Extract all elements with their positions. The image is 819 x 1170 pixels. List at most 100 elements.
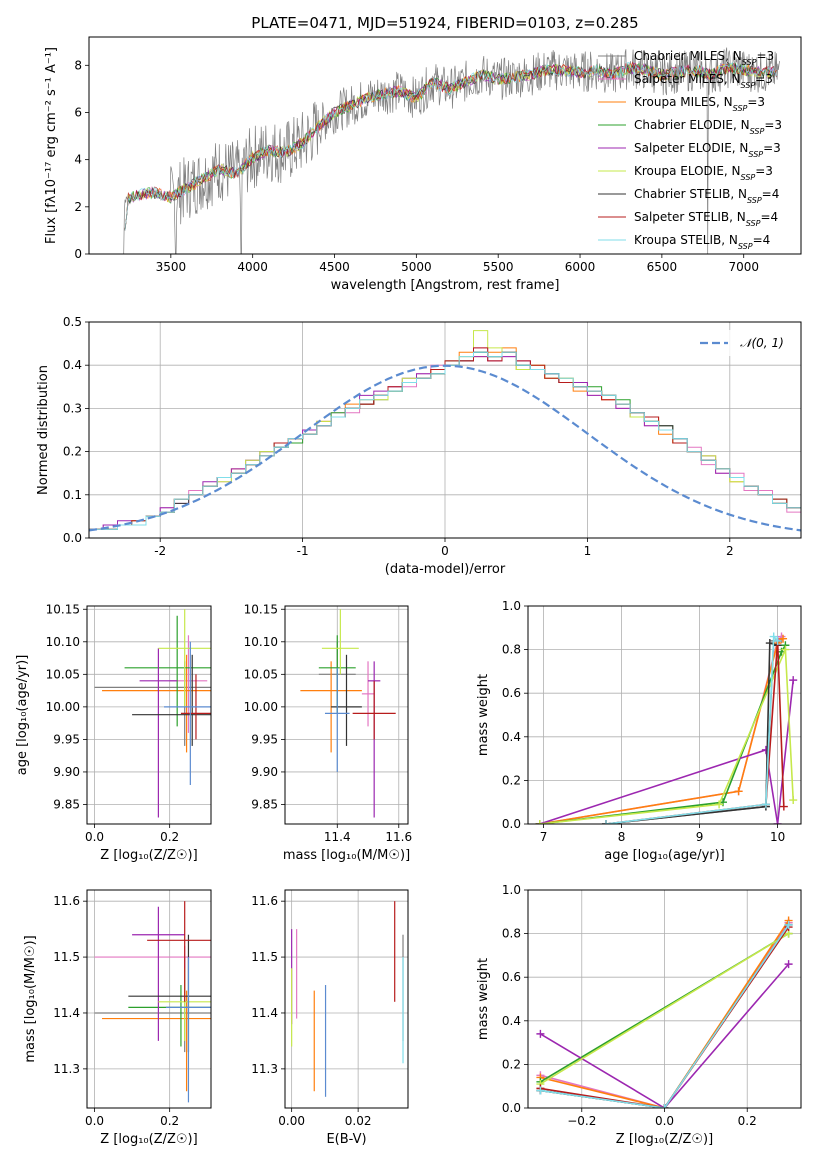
axes-frame bbox=[88, 36, 802, 255]
x-axis-label: age [log₁₀(age/yr)] bbox=[604, 848, 725, 863]
x-tick-label: 6000 bbox=[565, 260, 596, 274]
weight-point-marker bbox=[784, 920, 793, 929]
y-tick-label: 1.0 bbox=[502, 883, 521, 897]
y-tick-label: 10.15 bbox=[46, 602, 80, 616]
plot-area bbox=[285, 890, 408, 1108]
y-tick-label: 9.90 bbox=[251, 765, 278, 779]
legend-label-subscript: SSP bbox=[738, 242, 753, 251]
histogram-series bbox=[89, 351, 801, 530]
x-tick-label: 4500 bbox=[319, 260, 350, 274]
x-axis-label: mass [log₁₀(M/M☉)] bbox=[283, 848, 410, 863]
x-tick-label: 0.0 bbox=[85, 830, 104, 844]
y-tick-label: 10.05 bbox=[244, 667, 278, 681]
y-tick-label: 10.15 bbox=[244, 602, 278, 616]
weight-point-marker bbox=[779, 634, 788, 643]
y-tick-label: 11.6 bbox=[251, 894, 278, 908]
x-tick-label: 6500 bbox=[647, 260, 678, 274]
y-tick-label: 10.00 bbox=[244, 700, 278, 714]
legend-label-name: Chabrier MILES, N bbox=[634, 49, 742, 63]
legend-label-subscript: SSP bbox=[742, 58, 757, 67]
legend-label-subscript: SSP bbox=[741, 173, 756, 182]
weight-line bbox=[605, 642, 778, 824]
x-tick-label: 5500 bbox=[483, 260, 514, 274]
weight-point-marker bbox=[781, 645, 790, 654]
y-tick-label: 0.0 bbox=[63, 531, 82, 545]
y-tick-label: 0.5 bbox=[63, 315, 82, 329]
y-tick-label: 4 bbox=[74, 153, 82, 167]
legend-label: Chabrier ELODIE, NSSP=3 bbox=[634, 118, 782, 136]
y-tick-label: 11.4 bbox=[251, 1006, 278, 1020]
weight-point-marker bbox=[734, 787, 743, 796]
y-tick-label: 9.95 bbox=[251, 732, 278, 746]
legend-label-subscript: SSP bbox=[750, 127, 765, 136]
weight-point-marker bbox=[789, 796, 798, 805]
y-tick-label: 0.2 bbox=[502, 773, 521, 787]
weight-line bbox=[539, 638, 784, 824]
x-tick-label: −0.2 bbox=[567, 1114, 596, 1128]
weight-line bbox=[539, 680, 794, 824]
panel-weight-vs-age: 7 8 9 10 0.0 0.2 0.4 0.6 0.8 1.0 age [log₁₀(age/yr… bbox=[476, 599, 802, 863]
x-tick-label: 7000 bbox=[728, 260, 759, 274]
legend-label-tail: =4 bbox=[760, 210, 778, 224]
x-tick-label: 0.2 bbox=[738, 1114, 757, 1128]
y-tick-label: 0.6 bbox=[502, 686, 521, 700]
x-tick-label: 7 bbox=[540, 830, 548, 844]
panel-residuals: 𝒩(0, 1) -2 -1 0 1 2 0.0 0.1 0.2 0.3 0.4 0.5 (data-mo… bbox=[36, 315, 802, 577]
axes-frame bbox=[284, 605, 409, 825]
legend-label-tail: =3 bbox=[756, 49, 774, 63]
x-axis-label: Z [log₁₀(Z/Z☉)] bbox=[616, 1132, 713, 1147]
y-tick-label: 0.0 bbox=[502, 1101, 521, 1115]
legend-label: Salpeter STELIB, NSSP=4 bbox=[634, 210, 778, 228]
weight-line bbox=[540, 924, 790, 1108]
weight-point-marker bbox=[660, 1104, 669, 1108]
axes-frame bbox=[527, 605, 802, 825]
legend-label: Chabrier MILES, NSSP=3 bbox=[634, 49, 774, 67]
legend-label-subscript: SSP bbox=[733, 104, 748, 113]
x-tick-label: 10 bbox=[770, 830, 785, 844]
y-tick-label: 8 bbox=[74, 58, 82, 72]
weight-point-marker bbox=[789, 676, 798, 685]
legend-label-subscript: SSP bbox=[746, 219, 761, 228]
axes-frame bbox=[86, 605, 212, 825]
axes-frame bbox=[284, 889, 409, 1109]
y-tick-label: 0.0 bbox=[502, 817, 521, 831]
y-tick-label: 11.3 bbox=[251, 1062, 278, 1076]
x-tick-label: -2 bbox=[154, 544, 166, 558]
y-tick-label: 6 bbox=[74, 105, 82, 119]
normal-curve-line bbox=[89, 364, 801, 532]
y-tick-label: 10.05 bbox=[46, 667, 80, 681]
plot-area bbox=[87, 606, 211, 824]
legend-label: 𝒩(0, 1) bbox=[740, 336, 784, 350]
legend-label-name: Chabrier ELODIE, N bbox=[634, 118, 750, 132]
legend-label-subscript: SSP bbox=[747, 196, 762, 205]
y-tick-label: 9.85 bbox=[53, 797, 80, 811]
y-tick-label: 9.95 bbox=[53, 732, 80, 746]
legend-label-name: Kroupa MILES, N bbox=[634, 95, 733, 109]
panel-mass-vs-Z: 0.0 0.2 11.3 11.4 11.5 11.6 Z [log₁₀(Z/Z☉)] mas… bbox=[23, 889, 212, 1147]
x-axis-label: Z [log₁₀(Z/Z☉)] bbox=[100, 1132, 197, 1147]
weight-point-marker bbox=[779, 802, 788, 811]
x-axis-label: wavelength [Angstrom, rest frame] bbox=[331, 278, 560, 293]
y-tick-label: 0.8 bbox=[502, 643, 521, 657]
y-tick-label: 10.10 bbox=[46, 635, 80, 649]
legend-label-tail: =3 bbox=[764, 118, 782, 132]
x-tick-label: 0.02 bbox=[345, 1114, 372, 1128]
legend-label-name: Salpeter MILES, N bbox=[634, 72, 741, 86]
x-tick-label: 0.2 bbox=[160, 830, 179, 844]
legend-label: Salpeter MILES, NSSP=3 bbox=[634, 72, 773, 90]
x-tick-label: 0.0 bbox=[85, 1114, 104, 1128]
chart-title: PLATE=0471, MJD=51924, FIBERID=0103, z=0… bbox=[251, 14, 638, 32]
weight-line bbox=[539, 649, 794, 824]
x-axis-label: Z [log₁₀(Z/Z☉)] bbox=[100, 848, 197, 863]
y-axis-label: Flux [fλ10⁻¹⁷ erg cm⁻² s⁻¹ A⁻¹] bbox=[44, 47, 59, 244]
legend-label: Kroupa STELIB, NSSP=4 bbox=[634, 233, 770, 251]
weight-point-marker bbox=[765, 639, 774, 648]
legend-label-tail: =4 bbox=[762, 187, 780, 201]
plot-area bbox=[528, 606, 801, 824]
weight-point-marker bbox=[602, 820, 610, 824]
weight-line bbox=[540, 922, 790, 1108]
y-axis-label: Normed distribution bbox=[36, 365, 51, 495]
x-tick-label: 9 bbox=[696, 830, 704, 844]
y-axis-label: mass weight bbox=[476, 958, 491, 1040]
